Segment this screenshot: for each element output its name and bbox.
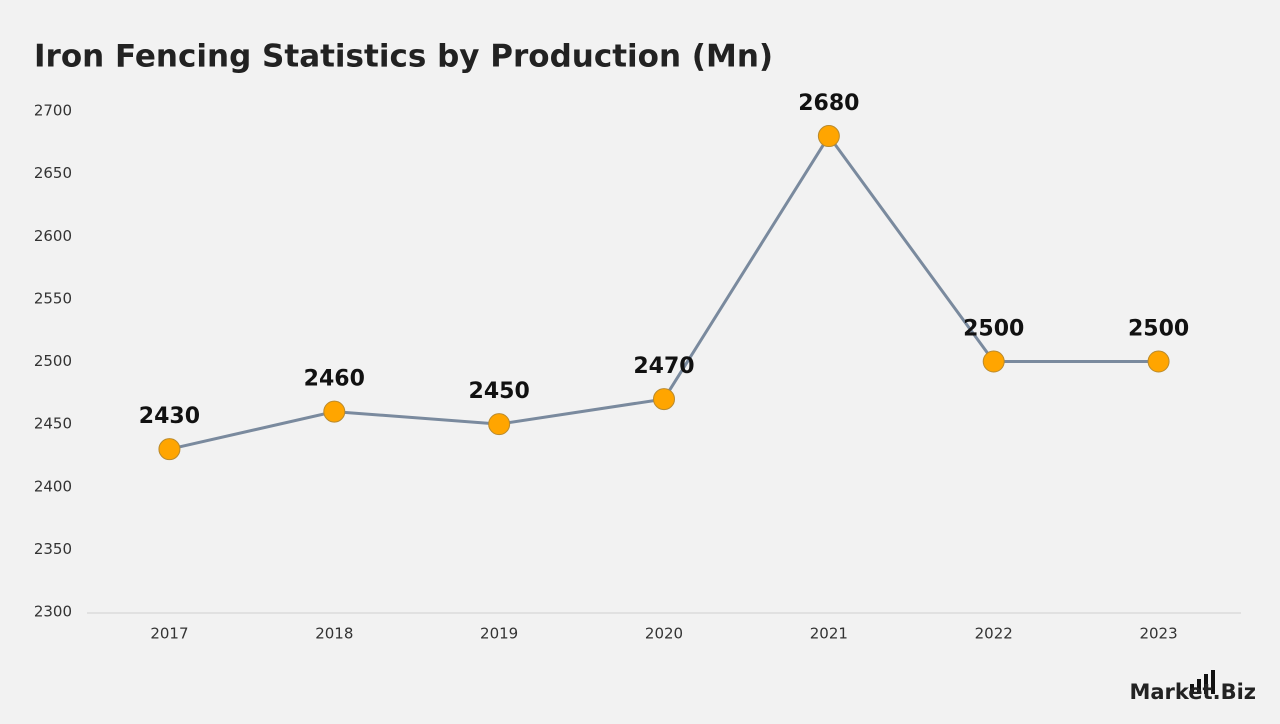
y-tick-label: 2400 — [34, 477, 72, 495]
y-tick-label: 2300 — [34, 603, 72, 621]
x-tick-label: 2022 — [975, 625, 1013, 643]
data-point — [158, 438, 181, 461]
brand-logo: Market.Biz — [1129, 670, 1256, 704]
y-tick-label: 2650 — [34, 164, 72, 182]
y-tick-label: 2550 — [34, 289, 72, 307]
data-label: 2430 — [139, 404, 200, 429]
data-label: 2500 — [963, 317, 1024, 342]
y-tick-label: 2700 — [34, 102, 72, 120]
data-point — [653, 388, 675, 411]
data-label: 2680 — [798, 91, 859, 116]
data-point — [488, 413, 511, 436]
chart-title: Iron Fencing Statistics by Production (M… — [34, 39, 773, 75]
logo-bar — [1211, 670, 1215, 694]
logo-bar — [1204, 674, 1208, 694]
x-tick-label: 2023 — [1139, 625, 1177, 643]
data-point — [1147, 350, 1170, 373]
y-tick-label: 2600 — [34, 227, 72, 245]
x-tick-label: 2021 — [810, 625, 848, 643]
data-label: 2460 — [304, 367, 365, 392]
logo-bar — [1190, 684, 1194, 694]
y-tick-label: 2500 — [34, 352, 72, 370]
x-tick-label: 2018 — [315, 625, 353, 643]
y-tick-label: 2450 — [34, 415, 72, 433]
logo-bar — [1197, 679, 1201, 694]
data-point — [817, 125, 840, 148]
data-label: 2470 — [633, 354, 694, 379]
x-tick-label: 2019 — [480, 625, 518, 643]
y-tick-label: 2350 — [34, 540, 72, 558]
data-point — [982, 350, 1005, 373]
x-tick-label: 2020 — [645, 625, 683, 643]
brand-name: Market.Biz — [1129, 680, 1256, 704]
data-point — [323, 400, 346, 423]
x-tick-label: 2017 — [150, 625, 188, 643]
data-label: 2500 — [1128, 317, 1189, 342]
data-label: 2450 — [469, 379, 530, 404]
